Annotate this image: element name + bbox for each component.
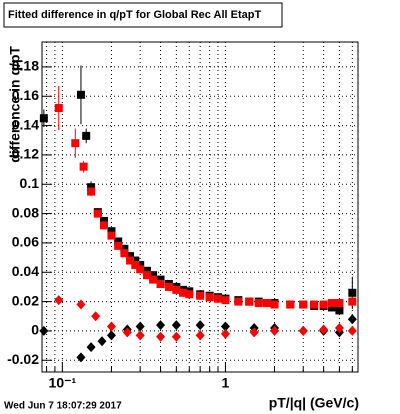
point: [348, 288, 357, 297]
point: [245, 297, 254, 306]
point: [347, 325, 357, 336]
point: [348, 297, 357, 306]
point: [286, 300, 295, 309]
point: [107, 231, 116, 240]
y-tick-label: 0.16: [12, 87, 39, 103]
point: [131, 260, 140, 269]
point: [298, 325, 308, 336]
x-axis-label: pT/|q| (GeV/c): [269, 395, 359, 411]
point: [220, 328, 230, 339]
point: [99, 221, 108, 230]
point: [221, 296, 230, 305]
point: [164, 282, 173, 291]
x-tick-label: 1: [222, 375, 230, 391]
point: [254, 299, 263, 308]
point: [86, 342, 96, 353]
point: [156, 331, 166, 342]
point: [76, 90, 85, 99]
point: [319, 300, 328, 309]
point: [156, 280, 165, 288]
point: [79, 162, 88, 171]
point: [122, 327, 132, 338]
y-tick-label: 0.06: [12, 234, 39, 250]
y-axis-label: difference in q/pT: [7, 46, 23, 163]
point: [97, 336, 107, 347]
point: [270, 300, 279, 309]
point: [319, 324, 329, 335]
y-tick-label: 0.14: [12, 116, 39, 132]
chart-title: Fitted difference in q/pT for Global Rec…: [8, 9, 262, 21]
point: [91, 311, 101, 322]
y-tick-label: 0.08: [12, 204, 39, 220]
point: [179, 288, 188, 297]
point: [220, 321, 230, 332]
point: [263, 299, 272, 308]
point: [195, 330, 205, 341]
point: [82, 131, 91, 140]
point: [135, 321, 145, 332]
point: [136, 260, 145, 269]
point: [335, 299, 344, 308]
point: [249, 327, 259, 338]
title-box: [3, 2, 283, 28]
point: [136, 265, 145, 274]
point: [196, 291, 205, 300]
y-tick-label: 0.1: [20, 175, 40, 191]
y-tick-label: 0.04: [12, 263, 39, 279]
point: [135, 330, 145, 341]
point: [185, 290, 194, 299]
point: [299, 300, 308, 309]
point: [76, 299, 86, 310]
point: [171, 320, 181, 331]
point: [39, 114, 48, 123]
point: [195, 320, 205, 331]
point: [347, 314, 357, 325]
point: [120, 244, 129, 253]
y-tick-label: 0: [31, 322, 39, 338]
point: [54, 295, 64, 306]
point: [126, 252, 135, 261]
point: [114, 237, 123, 246]
point: [142, 266, 151, 275]
y-tick-label: 0.12: [12, 146, 39, 162]
point: [114, 241, 123, 250]
point: [131, 256, 140, 265]
point: [310, 300, 319, 309]
point: [156, 320, 166, 331]
point: [107, 227, 116, 236]
point: [54, 104, 63, 112]
point: [149, 271, 158, 280]
point: [213, 294, 222, 303]
point: [93, 209, 102, 218]
point: [149, 275, 158, 284]
point: [142, 271, 151, 280]
x-tick-label: 10⁻¹: [49, 375, 77, 391]
point: [270, 325, 280, 336]
point: [76, 352, 86, 363]
point: [120, 249, 129, 258]
point: [335, 306, 344, 315]
point: [327, 303, 336, 312]
point: [172, 285, 181, 294]
point: [126, 256, 135, 265]
point: [106, 330, 116, 341]
point: [171, 331, 181, 342]
point: [327, 299, 336, 308]
y-tick-label: 0.18: [12, 58, 39, 74]
footer-date: Wed Jun 7 18:07:29 2017: [4, 401, 122, 412]
point: [234, 297, 243, 306]
plot-frame: [41, 41, 359, 373]
y-tick-label: -0.02: [7, 351, 39, 367]
point: [99, 216, 108, 225]
point: [205, 293, 214, 302]
point: [39, 325, 49, 336]
point: [156, 275, 165, 284]
point: [106, 321, 116, 332]
point: [334, 323, 344, 333]
point: [87, 187, 96, 196]
y-tick-label: 0.02: [12, 292, 39, 308]
point: [71, 139, 80, 148]
